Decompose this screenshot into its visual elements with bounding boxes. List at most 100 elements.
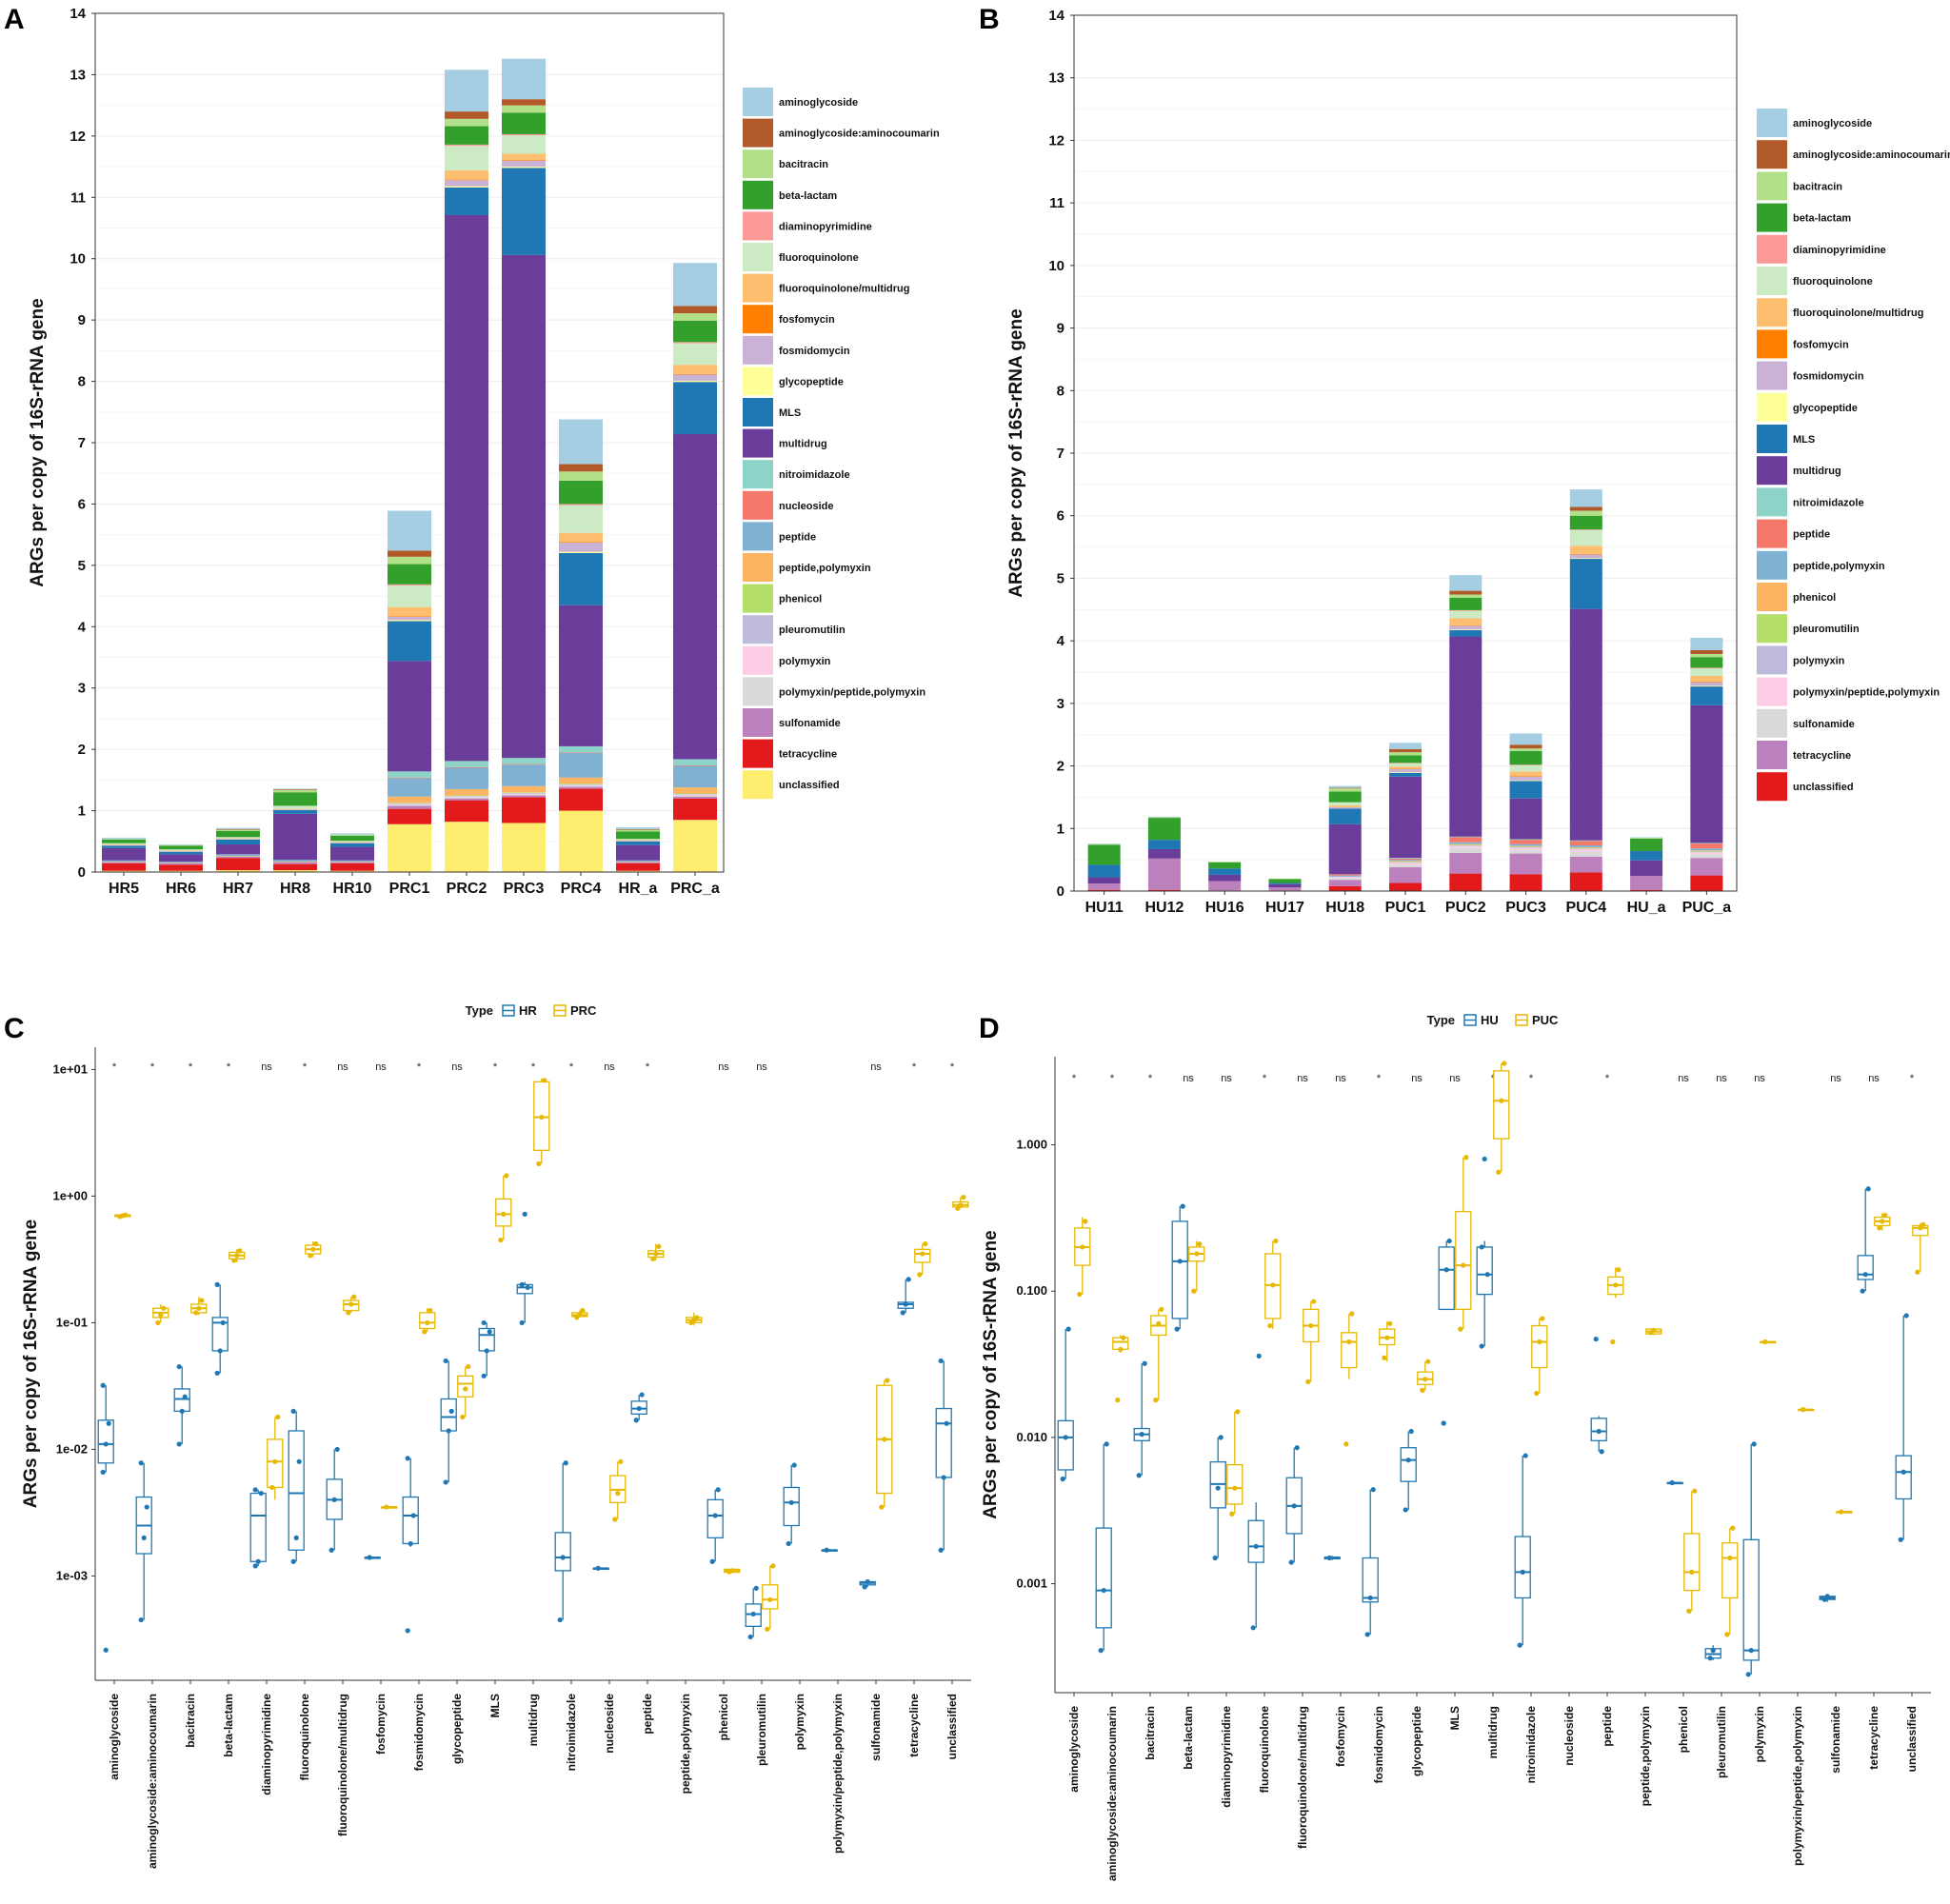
bar-segment-prc2-multidrug <box>445 214 488 762</box>
point-mls-hr <box>484 1348 489 1354</box>
point-peptide-puc <box>1613 1282 1619 1288</box>
bar-segment-puc-a-bacitracin <box>1690 653 1723 658</box>
bar-segment-prc2-fluoroquinolone-multidrug <box>445 169 488 180</box>
bar-segment-puc-a-beta-lactam <box>1690 657 1723 668</box>
box-mls-hr <box>478 1327 495 1352</box>
bar-segment-prc4-beta-lactam <box>559 480 603 505</box>
bar-segment-hr7-sulfonamide <box>216 856 260 859</box>
bar-segment-puc1-pleuromutilin <box>1389 862 1422 863</box>
bar-segment-prc3-aminoglycoside-aminocoumarin <box>502 99 546 106</box>
point-pleuromutilin-prc <box>767 1597 773 1602</box>
bar-segment-prc-a-fosfomycin <box>673 373 717 375</box>
point-aminoglycoside-hr <box>106 1420 111 1426</box>
x-tick-label-multidrug: multidrug <box>1486 1706 1500 1758</box>
bar-segment-puc1-aminoglycoside-aminocoumarin <box>1389 748 1422 753</box>
bar-segment-prc4-diaminopyrimidine <box>559 504 603 506</box>
point-fluoroquinolone-multidrug-puc <box>1308 1322 1314 1329</box>
point-fosmidomycin-puc <box>1382 1355 1387 1360</box>
bar-segment-puc1-polymyxin-peptide-polymyxin <box>1389 863 1422 865</box>
bar-segment-hu17-multidrug <box>1268 883 1302 888</box>
y-tick-label: 8 <box>1057 383 1065 399</box>
point-polymyxin-peptide-polymyxin-hr <box>824 1547 829 1553</box>
x-tick-label-fosmidomycin: fosmidomycin <box>412 1694 426 1771</box>
bar-segment-hr8-fosmidomycin <box>273 809 317 810</box>
y-tick-label: 4 <box>1057 633 1065 649</box>
point-fosmidomycin-puc <box>1384 1335 1390 1340</box>
bar-segment-puc3-mls <box>1509 781 1542 799</box>
point-nucleoside-prc <box>615 1490 621 1497</box>
bar-segment-prc3-nitroimidazole <box>502 758 546 764</box>
bar-segment-puc4-bacitracin <box>1569 510 1602 516</box>
point-multidrug-prc <box>539 1114 545 1121</box>
bar-segment-hr7-beta-lactam <box>216 830 260 838</box>
legend-swatch-multidrug <box>743 428 773 458</box>
bar-segment-puc3-fluoroquinolone <box>1509 764 1542 772</box>
legend-label-fosfomycin: fosfomycin <box>1793 339 1849 350</box>
point-polymyxin-hu <box>1751 1441 1757 1447</box>
bar-segment-hu18-fosmidomycin <box>1328 806 1362 809</box>
point-diaminopyrimidine-prc <box>272 1458 278 1464</box>
legend-label-fosmidomycin: fosmidomycin <box>779 346 850 357</box>
legend-label-aminoglycoside: aminoglycoside <box>779 97 858 109</box>
point-fluoroquinolone-hr <box>290 1558 296 1564</box>
y-tick-label: 7 <box>78 435 86 451</box>
point-bacitracin-puc <box>1159 1306 1164 1312</box>
point-fluoroquinolone-puc <box>1267 1322 1273 1329</box>
bar-segment-puc2-unclassified <box>1449 873 1482 891</box>
significance-label-bacitracin: * <box>189 1061 193 1073</box>
point-aminoglycoside-aminocoumarin-hu <box>1098 1648 1104 1654</box>
point-fosmidomycin-prc <box>425 1319 430 1326</box>
box-polymyxin-hu <box>1742 1538 1760 1661</box>
point-aminoglycoside-aminocoumarin-hr <box>138 1460 144 1466</box>
point-aminoglycoside-aminocoumarin-puc <box>1115 1398 1121 1403</box>
point-nitroimidazole-puc <box>1537 1339 1542 1345</box>
legend-swatch-polymyxin <box>743 645 773 675</box>
point-unclassified-prc <box>958 1202 964 1208</box>
x-tick-label-polymyxin-peptide-polymyxin: polymyxin/peptide,polymyxin <box>1791 1706 1804 1866</box>
x-tick-label-diaminopyrimidine: diaminopyrimidine <box>260 1694 273 1795</box>
bar-segment-prc1-aminoglycoside <box>388 510 431 551</box>
x-tick-label-pleuromutilin: pleuromutilin <box>1715 1706 1728 1778</box>
bar-segment-puc3-beta-lactam <box>1509 750 1542 765</box>
point-sulfonamide-hu <box>1821 1597 1827 1602</box>
point-aminoglycoside-aminocoumarin-hu <box>1101 1587 1106 1594</box>
point-phenicol-hr <box>709 1558 715 1564</box>
x-tick-label-phenicol: phenicol <box>717 1694 730 1740</box>
bar-segment-puc2-peptide-polymyxin <box>1449 842 1482 844</box>
x-tick-label-hr7: HR7 <box>223 881 253 897</box>
bar-segment-puc3-diaminopyrimidine <box>1509 764 1542 765</box>
y-tick-label: 7 <box>1057 446 1065 462</box>
bar-segment-puc1-fosfomycin <box>1389 768 1422 769</box>
bar-segment-prc1-unclassified <box>388 823 431 872</box>
bar-segment-prc3-mls <box>502 168 546 255</box>
bar-segment-puc-a-aminoglycoside-aminocoumarin <box>1690 650 1723 654</box>
bar-segment-puc4-multidrug <box>1569 608 1602 841</box>
point-peptide-hr <box>636 1405 642 1412</box>
bar-segment-puc3-fluoroquinolone-multidrug <box>1509 771 1542 777</box>
point-fluoroquinolone-prc <box>310 1246 316 1252</box>
point-fosmidomycin-hu <box>1364 1632 1370 1637</box>
bar-segment-puc-a-aminoglycoside <box>1690 637 1723 650</box>
box-polymyxin-hr <box>783 1486 800 1527</box>
bar-segment-prc3-fosfomycin <box>502 159 546 161</box>
bar-segment-puc3-tetracycline <box>1509 853 1542 875</box>
bar-segment-hu12-mls <box>1147 840 1181 849</box>
bar-segment-prc2-tetracycline <box>445 800 488 823</box>
y-axis-title: ARGs per copy of 16S-rRNA gene <box>1006 308 1026 597</box>
y-tick-label: 10 <box>70 251 86 268</box>
bar-segment-puc3-pleuromutilin <box>1509 846 1542 847</box>
bar-segment-prc2-nucleoside <box>445 766 488 768</box>
point-fluoroquinolone-multidrug-prc <box>351 1294 357 1299</box>
bar-segment-hr5-beta-lactam <box>102 839 146 843</box>
x-tick-label-glycopeptide: glycopeptide <box>450 1694 464 1764</box>
bar-segment-hu11-unclassified <box>1087 889 1121 891</box>
point-multidrug-hr <box>519 1281 525 1287</box>
legend-label-unclassified: unclassified <box>779 780 840 791</box>
y-tick-label: 5 <box>1057 570 1065 586</box>
x-tick-label-aminoglycoside: aminoglycoside <box>108 1694 121 1780</box>
point-bacitracin-prc <box>199 1298 205 1303</box>
bar-segment-hr6-fluoroquinolone <box>159 849 203 851</box>
bar-segment-prc-a-peptide-polymyxin <box>673 787 717 794</box>
bar-segment-prc4-fluoroquinolone <box>559 505 603 533</box>
